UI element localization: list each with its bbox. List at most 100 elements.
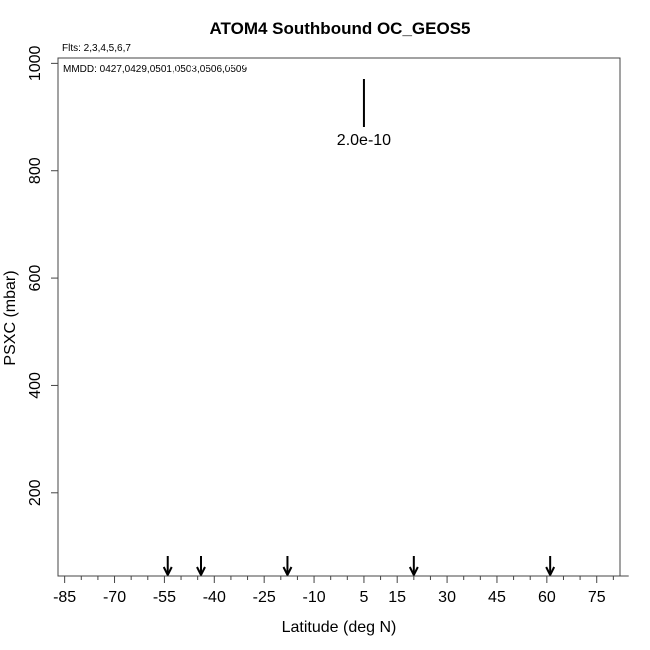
- sample-point: [243, 311, 252, 320]
- sample-point: [393, 418, 402, 428]
- sample-point: [416, 477, 425, 487]
- sample-point: [173, 263, 182, 272]
- sample-point: [529, 290, 538, 299]
- sample-point: [433, 75, 442, 84]
- sample-point: [133, 486, 142, 495]
- sample-point: [589, 268, 598, 277]
- sample-point: [499, 70, 508, 79]
- sample-point: [329, 359, 339, 369]
- arrow-marker: [282, 566, 293, 576]
- sample-point: [343, 86, 352, 95]
- sample-point: [442, 456, 452, 465]
- x-tick-label: -55: [153, 589, 176, 606]
- sample-point: [542, 416, 551, 425]
- sample-point: [140, 451, 149, 460]
- arrow-marker: [196, 566, 206, 576]
- sample-point: [426, 456, 435, 465]
- y-tick-label: 1000: [27, 45, 44, 81]
- sample-point: [103, 86, 112, 95]
- sample-point: [489, 300, 498, 310]
- sample-point: [170, 64, 179, 73]
- x-tick-label: -70: [103, 589, 126, 606]
- sample-point: [486, 295, 495, 304]
- sample-point: [349, 300, 359, 310]
- sample-point: [399, 279, 408, 288]
- sample-point: [582, 80, 591, 89]
- y-axis: 200 400 600 800 1000: [27, 45, 59, 506]
- x-tick-label: 15: [388, 589, 406, 606]
- y-tick-label: 400: [27, 372, 44, 399]
- sample-point: [180, 370, 189, 379]
- sample-point: [143, 306, 152, 315]
- sample-point: [386, 273, 395, 283]
- sample-point: [226, 59, 236, 68]
- sample-point: [343, 78, 352, 87]
- sample-point: [90, 330, 99, 339]
- sample-point: [190, 64, 199, 73]
- sample-point: [575, 67, 585, 76]
- sample-point: [366, 295, 375, 304]
- sample-point: [176, 402, 186, 412]
- sample-point: [150, 489, 159, 498]
- y-axis-label: PSXC (mbar): [2, 270, 19, 365]
- sample-point: [123, 472, 132, 481]
- sample-point: [100, 469, 109, 479]
- sample-point: [107, 473, 116, 482]
- y-tick-label: 200: [27, 479, 44, 506]
- sample-point: [113, 300, 122, 310]
- x-tick-label: 5: [359, 589, 368, 606]
- sample-point: [156, 303, 166, 312]
- x-axis: -85 -70 -55 -40 -25 -10 5 15 30 45 60 75: [53, 575, 629, 606]
- sample-point: [123, 86, 132, 95]
- sample-point: [366, 445, 375, 454]
- sample-point: [70, 464, 79, 473]
- arrow-marker: [162, 566, 173, 576]
- sample-point: [399, 418, 408, 428]
- x-tick-label: -25: [253, 589, 276, 606]
- sample-point: [585, 354, 595, 363]
- sample-point: [180, 483, 189, 492]
- sample-point: [316, 70, 325, 79]
- sample-point: [270, 386, 279, 395]
- y-tick-label: 800: [27, 157, 44, 184]
- sample-point: [113, 80, 122, 89]
- sample-point: [403, 59, 412, 68]
- sample-point: [476, 306, 485, 315]
- sample-point: [226, 453, 236, 463]
- sample-point: [176, 488, 186, 497]
- scale-bar-label: 2.0e-10: [337, 132, 391, 149]
- sample-point: [383, 418, 392, 428]
- sample-point: [150, 311, 159, 320]
- sample-point: [529, 182, 538, 191]
- x-tick-label: 30: [438, 589, 456, 606]
- sample-point: [313, 354, 322, 363]
- x-tick-label: 45: [488, 589, 506, 606]
- sample-point: [183, 413, 192, 422]
- scale-bar: 2.0e-10: [337, 79, 391, 149]
- sample-point: [67, 83, 76, 92]
- sample-point: [246, 435, 255, 444]
- sample-point: [63, 343, 73, 352]
- arrow-marker: [545, 566, 556, 576]
- x-tick-label: -40: [203, 589, 226, 606]
- sample-point: [127, 338, 136, 347]
- sample-point: [233, 333, 242, 342]
- sample-point: [496, 440, 505, 449]
- sample-point: [433, 311, 442, 320]
- sample-point: [110, 459, 119, 468]
- sample-point: [462, 306, 472, 315]
- sample-point: [476, 80, 485, 89]
- sample-point: [180, 279, 189, 288]
- sample-point: [176, 440, 186, 449]
- sample-point: [589, 322, 598, 331]
- sample-point: [286, 483, 295, 492]
- chart-subtitle-dates: MMDD: 0427,0429,0501,0503,0506,0509: [63, 64, 247, 75]
- sample-point: [399, 381, 408, 390]
- sample-point: [160, 451, 169, 460]
- sample-point: [166, 72, 176, 81]
- sample-point: [160, 349, 169, 358]
- chart-title: ATOM4 Southbound OC_GEOS5: [210, 19, 471, 38]
- sample-point: [529, 418, 538, 428]
- sample-point: [353, 327, 362, 336]
